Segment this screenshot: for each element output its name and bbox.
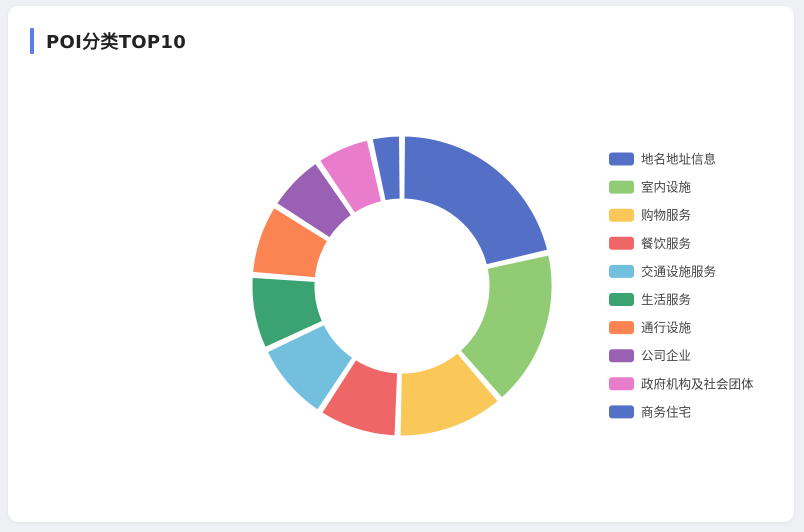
legend-item-2[interactable]: 室内设施	[609, 180, 692, 195]
legend-swatch	[609, 293, 634, 306]
donut-slice-5[interactable]	[264, 321, 356, 413]
legend-item-1[interactable]: 地名地址信息	[609, 152, 716, 167]
donut-slice-8[interactable]	[273, 160, 355, 241]
legend-label: 地名地址信息	[641, 152, 716, 167]
legend-item-10[interactable]: 商务住宅	[609, 404, 691, 419]
legend-item-7[interactable]: 通行设施	[609, 320, 692, 335]
legend-item-5[interactable]: 交通设施服务	[609, 264, 716, 279]
donut-slices	[249, 133, 555, 439]
legend-swatch	[609, 180, 634, 194]
legend-label: 购物服务	[641, 208, 691, 223]
donut-slice-7[interactable]	[250, 204, 331, 281]
card-title: POI分类TOP10	[46, 32, 187, 53]
title-accent-bar	[30, 28, 34, 54]
legend-item-9[interactable]: 政府机构及社会团体	[609, 376, 754, 391]
legend-item-6[interactable]: 生活服务	[609, 292, 691, 307]
legend-swatch	[609, 377, 634, 391]
card-header: POI分类TOP10	[30, 28, 186, 54]
legend-label: 餐饮服务	[641, 236, 691, 251]
legend-swatch	[609, 236, 634, 250]
legend-item-3[interactable]: 购物服务	[609, 208, 691, 223]
chart-legend: 地名地址信息室内设施购物服务餐饮服务交通设施服务生活服务通行设施公司企业政府机构…	[609, 152, 754, 419]
donut-slice-1[interactable]	[401, 133, 551, 268]
legend-item-4[interactable]: 餐饮服务	[609, 236, 691, 251]
legend-label: 商务住宅	[641, 404, 691, 419]
donut-slice-9[interactable]	[316, 137, 385, 216]
legend-label: 室内设施	[641, 180, 692, 195]
legend-label: 生活服务	[641, 292, 691, 307]
legend-swatch	[609, 405, 634, 419]
legend-item-8[interactable]: 公司企业	[609, 348, 691, 363]
legend-label: 交通设施服务	[641, 264, 716, 279]
donut-slice-2[interactable]	[457, 252, 555, 401]
donut-slice-4[interactable]	[318, 356, 401, 439]
legend-swatch	[609, 349, 634, 363]
legend-swatch	[609, 321, 634, 335]
donut-slice-6[interactable]	[249, 274, 326, 351]
legend-label: 公司企业	[641, 348, 691, 363]
donut-slice-10[interactable]	[369, 133, 403, 204]
legend-label: 政府机构及社会团体	[641, 376, 754, 391]
donut-slice-3[interactable]	[397, 350, 502, 439]
legend-swatch	[609, 264, 634, 278]
legend-swatch	[609, 208, 634, 222]
legend-label: 通行设施	[641, 320, 692, 335]
legend-swatch	[609, 152, 634, 166]
